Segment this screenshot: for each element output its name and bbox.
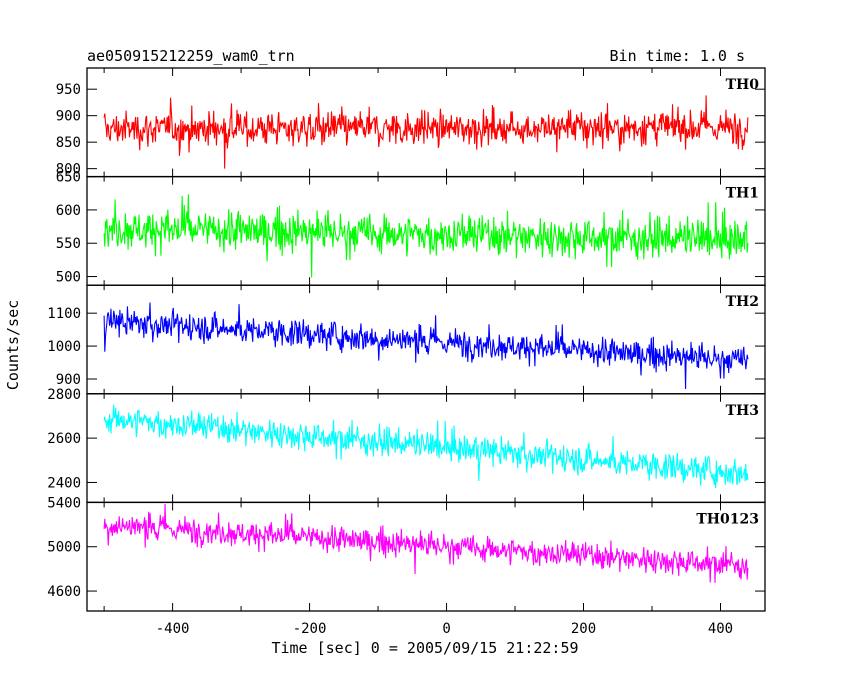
chart-subtitle: Bin time: 1.0 s — [610, 47, 745, 65]
panel-frame-th2 — [86, 284, 766, 395]
x-tick-label: -400 — [156, 621, 190, 637]
y-tick-label: 900 — [56, 109, 81, 125]
y-tick-label: 2800 — [47, 387, 81, 403]
x-tick-label: 400 — [708, 621, 733, 637]
series-line-th2 — [103, 302, 749, 390]
series-line-th1 — [103, 194, 749, 278]
y-tick-label: 5000 — [47, 540, 81, 556]
y-axis-label: Counts/sec — [4, 300, 22, 390]
x-tick-label: 200 — [571, 621, 596, 637]
y-tick-label: 900 — [56, 372, 81, 388]
chart-title: ae050915212259_wam0_trn — [87, 47, 295, 65]
y-tick-label: 800 — [56, 162, 81, 178]
y-tick-label: 550 — [56, 236, 81, 252]
series-line-th0123 — [103, 503, 749, 583]
panel-label-th0: TH0 — [726, 77, 760, 93]
x-tick-label: -200 — [293, 621, 327, 637]
x-axis-label: Time [sec] 0 = 2005/09/15 21:22:59 — [271, 639, 578, 657]
series-line-th0 — [103, 95, 749, 169]
panel-label-th3: TH3 — [726, 403, 759, 419]
y-tick-label: 4600 — [47, 584, 81, 600]
y-tick-label: 850 — [56, 135, 81, 151]
y-tick-label: 2600 — [47, 431, 81, 447]
x-tick-label: 0 — [442, 621, 450, 637]
y-tick-label: 5400 — [47, 495, 81, 511]
panel-label-th2: TH2 — [726, 294, 759, 310]
panels: 800 850 900 950 TH0 500 550 600 650 TH1 900 1000 110… — [47, 67, 766, 637]
y-tick-label: 1000 — [47, 339, 81, 355]
series-line-th3 — [103, 404, 749, 489]
panel-frame-th0123 — [86, 501, 766, 612]
y-tick-label: 650 — [56, 170, 81, 186]
y-tick-label: 950 — [56, 82, 81, 98]
y-tick-label: 600 — [56, 203, 81, 219]
y-tick-label: 1100 — [47, 306, 81, 322]
panel-label-th1: TH1 — [726, 186, 759, 202]
panel-label-th0123: TH0123 — [696, 511, 759, 527]
y-tick-label: 500 — [56, 270, 81, 286]
y-tick-label: 2400 — [47, 475, 81, 491]
